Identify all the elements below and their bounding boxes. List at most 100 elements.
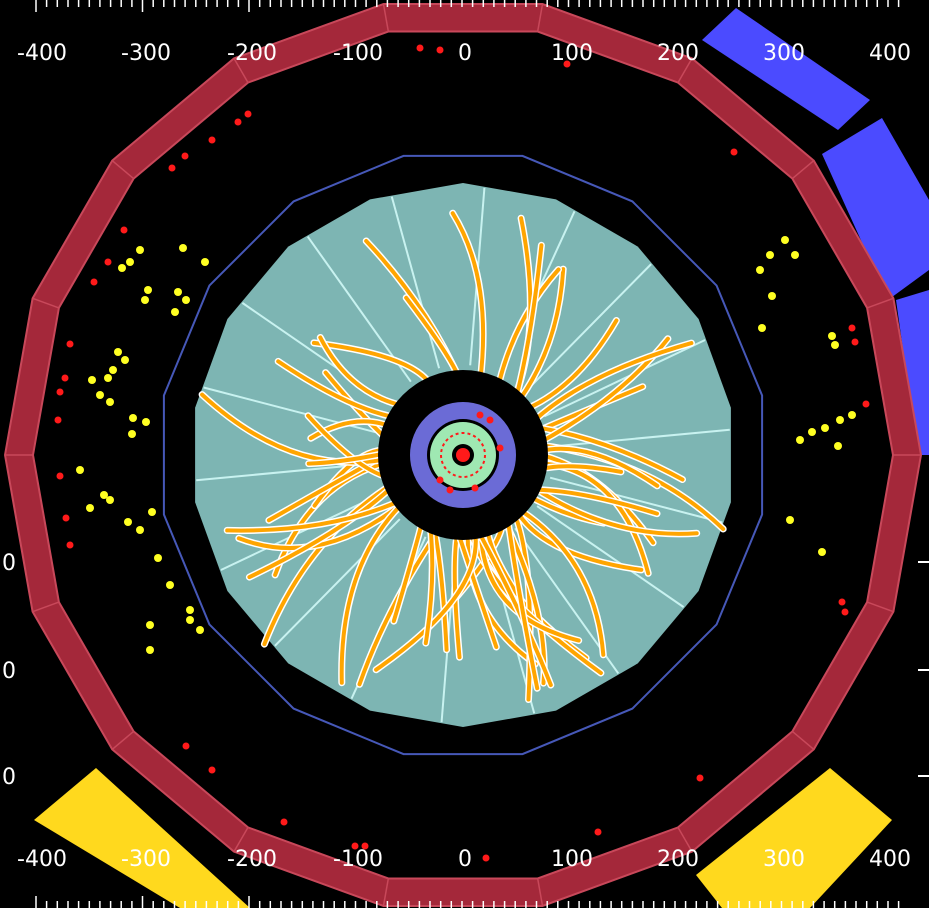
ring-seam — [536, 878, 544, 907]
muon-chamber-yellow — [696, 768, 892, 908]
red-hit — [476, 411, 484, 419]
track — [450, 211, 486, 399]
yellow-hit — [781, 236, 789, 244]
red-hit — [838, 598, 846, 606]
red-hit — [848, 324, 856, 332]
bottom-tick-label: 100 — [551, 847, 593, 872]
bottom-tick-label: -200 — [227, 847, 277, 872]
calorimeter-segment — [220, 492, 383, 571]
red-hit — [446, 486, 454, 494]
ring-seam — [111, 160, 135, 180]
yellow-hit — [148, 508, 156, 516]
yellow-hit — [118, 264, 126, 272]
calorimeter-segment — [390, 196, 441, 369]
bottom-tick-label: 400 — [869, 847, 911, 872]
red-hit — [482, 854, 490, 862]
red-hit — [416, 44, 424, 52]
red-hit — [730, 148, 738, 156]
muon-ring-seams — [5, 3, 921, 907]
yellow-hit — [142, 418, 150, 426]
calorimeter-segment — [552, 428, 730, 448]
ring-seam — [32, 297, 60, 309]
ring-seam — [536, 3, 544, 32]
yellow-hit — [104, 374, 112, 382]
ring-seam — [382, 3, 390, 32]
red-hit — [436, 46, 444, 54]
red-hit — [841, 608, 849, 616]
red-hit — [486, 416, 494, 424]
yellow-hit — [766, 251, 774, 259]
bottom-tick-label: 200 — [657, 847, 699, 872]
red-hit — [851, 338, 859, 346]
yellow-hit — [86, 504, 94, 512]
muon-chambers-yellow — [34, 768, 892, 908]
ring-seam — [677, 57, 693, 83]
yellow-hit — [186, 616, 194, 624]
track — [200, 392, 405, 465]
muon-chamber-blue — [896, 290, 929, 455]
yellow-hit — [836, 416, 844, 424]
central-tracker — [378, 370, 548, 540]
red-hit — [361, 842, 369, 850]
yellow-hit — [818, 548, 826, 556]
red-hit — [594, 828, 602, 836]
yellow-hit — [128, 430, 136, 438]
ring-seam — [233, 57, 249, 83]
muon-chamber-yellow — [34, 768, 250, 908]
bottom-tick-label: -400 — [17, 847, 67, 872]
calorimeter-segment — [543, 339, 706, 418]
red-hit — [244, 110, 252, 118]
yellow-hit — [171, 308, 179, 316]
top-tick-label: 100 — [551, 41, 593, 66]
ring-seam — [233, 827, 249, 853]
yellow-hit — [121, 356, 129, 364]
red-hit — [208, 136, 216, 144]
top-tick-label: -400 — [17, 41, 67, 66]
detector-hits — [54, 44, 870, 862]
yellow-hit — [144, 286, 152, 294]
yellow-hit — [126, 258, 134, 266]
yellow-hit — [174, 288, 182, 296]
red-hit — [66, 541, 74, 549]
yellow-hit — [146, 646, 154, 654]
ring-seam — [866, 297, 894, 309]
yellow-hit — [848, 411, 856, 419]
yellow-hit — [756, 266, 764, 274]
ring-seam — [677, 827, 693, 853]
yellow-hit — [166, 581, 174, 589]
ring-seam — [791, 160, 815, 180]
bottom-tick-label: -300 — [121, 847, 171, 872]
yellow-hit — [791, 251, 799, 259]
yellow-hit — [141, 296, 149, 304]
yellow-hit — [808, 428, 816, 436]
yellow-hit — [106, 496, 114, 504]
yellow-hit — [76, 466, 84, 474]
yellow-hit — [834, 442, 842, 450]
yellow-hit — [114, 348, 122, 356]
top-tick-label: -100 — [333, 41, 383, 66]
muon-chamber-blue — [702, 8, 870, 130]
red-hit — [208, 766, 216, 774]
primary-vertex — [456, 448, 470, 462]
red-hit — [66, 340, 74, 348]
red-hit — [436, 476, 444, 484]
bottom-tick-label: 0 — [458, 847, 472, 872]
calorimeter-segment — [525, 263, 652, 392]
yellow-hit — [186, 606, 194, 614]
yellow-hit — [109, 366, 117, 374]
red-hit — [496, 444, 504, 452]
top-tick-label: -300 — [121, 41, 171, 66]
calorimeter-segment — [549, 476, 723, 524]
left-axis-labels: 0 0 0 — [2, 551, 16, 790]
yellow-hit — [796, 436, 804, 444]
red-hit — [471, 484, 479, 492]
bottom-tick-label: -100 — [333, 847, 383, 872]
top-axis-ticks — [35, 0, 900, 12]
yellow-hit — [786, 516, 794, 524]
yellow-hit — [136, 526, 144, 534]
vertex-ring — [440, 432, 486, 478]
calorimeter-segment — [274, 518, 401, 647]
bottom-axis-ticks — [35, 896, 900, 908]
red-hit — [862, 400, 870, 408]
red-hit — [104, 258, 112, 266]
